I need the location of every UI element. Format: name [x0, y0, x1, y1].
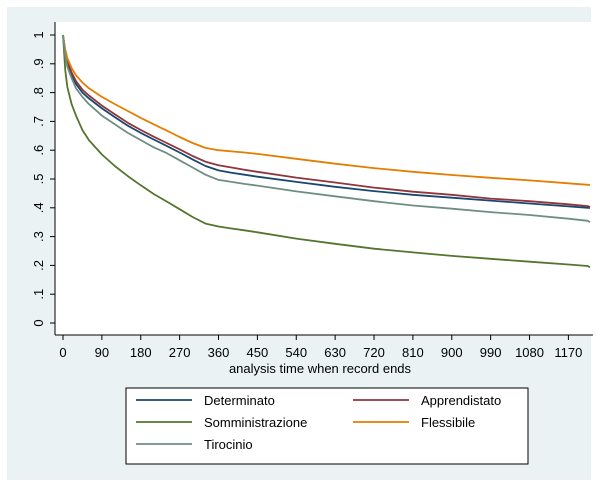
- legend-item-somministrazione: Somministrazione: [136, 415, 307, 430]
- series-line-apprendistato: [62, 34, 591, 209]
- legend-label: Flessibile: [421, 415, 475, 430]
- series-line-tirocinio: [62, 34, 591, 223]
- x-tick-label: 270: [169, 345, 191, 360]
- y-tick-label: .9: [31, 58, 46, 69]
- x-tick-label: 1170: [554, 345, 582, 360]
- y-tick-label: 0: [31, 319, 46, 326]
- x-axis-ticks: 0 90 180 270 360 450 540 630 720 810 900 990 1080 117…: [59, 335, 582, 360]
- y-tick-label: .5: [31, 174, 46, 185]
- y-tick-label: .7: [31, 116, 46, 127]
- legend-item-determinato: Determinato: [136, 393, 275, 408]
- x-tick-label: 810: [402, 345, 424, 360]
- x-tick-label: 630: [324, 345, 346, 360]
- x-tick-label: 540: [285, 345, 307, 360]
- y-tick-label: .6: [31, 145, 46, 156]
- legend: Determinato Apprendistato Somministrazione…: [125, 387, 529, 465]
- x-tick-label: 90: [95, 345, 109, 360]
- y-axis-ticks: 0 .1 .2 .3 .4 .5 .6 .7 .8 .9 1: [31, 31, 55, 327]
- y-tick-label: .1: [31, 289, 46, 300]
- legend-item-apprendistato: Apprendistato: [353, 393, 501, 408]
- legend-item-tirocinio: Tirocinio: [136, 437, 253, 452]
- x-axis-title: analysis time when record ends: [229, 361, 412, 376]
- legend-item-flessibile: Flessibile: [353, 415, 475, 430]
- legend-label: Tirocinio: [204, 437, 253, 452]
- y-tick-label: .4: [31, 202, 46, 213]
- series-line-flessibile: [62, 34, 591, 187]
- y-tick-label: .2: [31, 260, 46, 271]
- x-tick-label: 180: [130, 345, 152, 360]
- series-lines: [62, 34, 591, 269]
- x-tick-label: 990: [480, 345, 502, 360]
- series-line-somministrazione: [62, 34, 591, 269]
- legend-box: [125, 387, 529, 465]
- x-tick-label: 450: [247, 345, 269, 360]
- y-tick-label: .8: [31, 87, 46, 98]
- legend-label: Somministrazione: [204, 415, 307, 430]
- legend-label: Determinato: [204, 393, 275, 408]
- x-tick-label: 0: [59, 345, 66, 360]
- x-tick-label: 360: [208, 345, 230, 360]
- x-tick-label: 1080: [515, 345, 544, 360]
- series-line-determinato: [62, 34, 590, 209]
- y-tick-label: 1: [31, 31, 46, 38]
- legend-label: Apprendistato: [421, 393, 501, 408]
- x-tick-label: 720: [363, 345, 385, 360]
- x-tick-label: 900: [441, 345, 463, 360]
- y-tick-label: .3: [31, 231, 46, 242]
